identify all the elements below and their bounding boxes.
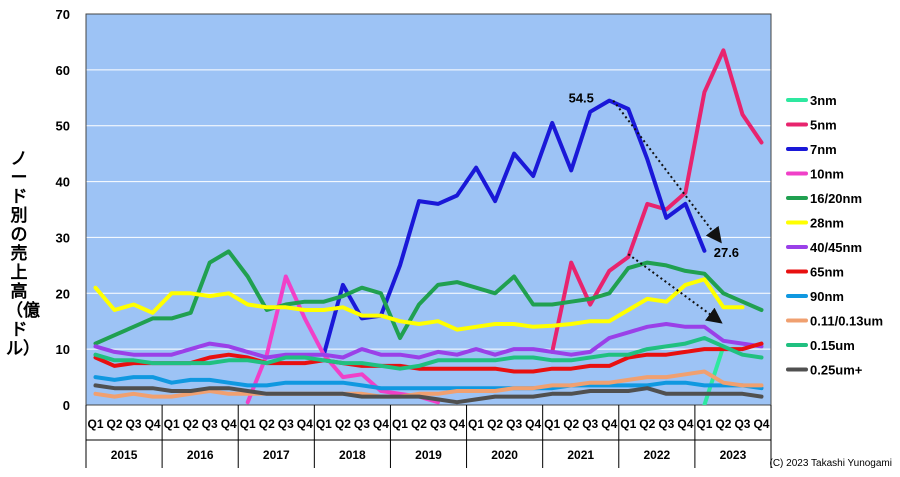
x-tick-label: Q4 [449, 417, 465, 431]
x-tick-label: Q1 [620, 417, 636, 431]
legend-label: 0.25um+ [810, 363, 863, 378]
legend-label: 3nm [810, 93, 837, 108]
series-line-16-20nm [93, 249, 764, 346]
series-line-28nm [93, 277, 745, 332]
legend-label: 90nm [810, 289, 844, 304]
x-tick-label: Q4 [677, 417, 693, 431]
x-tick-label: Q1 [164, 417, 180, 431]
legend-label: 10nm [810, 167, 844, 182]
x-tick-label: Q2 [411, 417, 427, 431]
copyright-text: (C) 2023 Takashi Yunogami [769, 458, 893, 469]
x-tick-label: Q3 [126, 417, 142, 431]
y-tick-label: 10 [56, 342, 70, 357]
x-tick-label: Q2 [715, 417, 731, 431]
x-tick-label: Q1 [544, 417, 560, 431]
x-tick-label: Q1 [316, 417, 332, 431]
x-tick-label: Q3 [278, 417, 294, 431]
y-tick-label: 50 [56, 119, 70, 134]
x-tick-label: Q1 [240, 417, 256, 431]
year-label: 2016 [187, 448, 214, 462]
series-line-40-45nm [93, 322, 764, 360]
x-tick-label: Q3 [582, 417, 598, 431]
x-tick-label: Q3 [430, 417, 446, 431]
y-tick-label: 20 [56, 286, 70, 301]
year-label: 2021 [567, 448, 594, 462]
x-tick-label: Q3 [202, 417, 218, 431]
x-tick-label: Q4 [145, 417, 161, 431]
legend-label: 65nm [810, 265, 844, 280]
x-tick-label: Q2 [259, 417, 275, 431]
series-line-0-25um- [93, 383, 764, 405]
year-label: 2015 [111, 448, 138, 462]
y-tick-label: 0 [63, 398, 70, 413]
series-line-90nm [93, 375, 764, 391]
series-line-7nm [321, 98, 707, 357]
series-line-65nm [93, 341, 764, 374]
x-tick-label: Q4 [221, 417, 237, 431]
series-line-0-15um [93, 336, 764, 371]
x-tick-label: Q1 [696, 417, 712, 431]
legend-label: 5nm [810, 118, 837, 133]
x-tick-label: Q2 [487, 417, 503, 431]
legend-label: 16/20nm [810, 191, 862, 206]
x-tick-label: Q2 [183, 417, 199, 431]
trend-arrow-16-20nm [627, 253, 723, 324]
x-tick-label: Q2 [107, 417, 123, 431]
x-tick-label: Q3 [354, 417, 370, 431]
y-tick-label: 70 [56, 7, 70, 22]
legend-label: 0.15um [810, 338, 855, 353]
x-tick-label: Q2 [639, 417, 655, 431]
year-label: 2023 [720, 448, 747, 462]
plot-border [85, 13, 772, 406]
x-tick-label: Q2 [563, 417, 579, 431]
series-line-0-11-0-13um [93, 369, 764, 399]
x-tick-label: Q4 [297, 417, 313, 431]
y-tick-label: 40 [56, 175, 70, 190]
y-tick-label: 60 [56, 63, 70, 78]
x-tick-label: Q4 [373, 417, 389, 431]
year-label: 2020 [491, 448, 518, 462]
x-tick-label: Q1 [392, 417, 408, 431]
year-label: 2022 [643, 448, 670, 462]
legend-label: 0.11/0.13um [810, 314, 883, 329]
year-label: 2018 [339, 448, 366, 462]
x-tick-label: Q4 [525, 417, 541, 431]
x-tick-label: Q4 [601, 417, 617, 431]
x-tick-label: Q3 [506, 417, 522, 431]
y-tick-label: 30 [56, 230, 70, 245]
trend-arrow-7nm [612, 99, 722, 244]
x-tick-label: Q4 [753, 417, 769, 431]
x-tick-label: Q1 [468, 417, 484, 431]
x-tick-label: Q3 [658, 417, 674, 431]
series-group [93, 48, 764, 405]
annotation-peak: 54.5 [569, 91, 594, 106]
annotation-end: 27.6 [714, 245, 739, 260]
x-tick-label: Q2 [335, 417, 351, 431]
legend-label: 40/45nm [810, 240, 862, 255]
year-label: 2019 [415, 448, 442, 462]
x-tick-label: Q3 [734, 417, 750, 431]
y-axis-label: ノード別の売上高（億ドル） [6, 149, 40, 359]
plot-area [86, 14, 771, 405]
year-label: 2017 [263, 448, 290, 462]
x-tick-label: Q1 [88, 417, 104, 431]
legend-label: 28nm [810, 216, 844, 231]
legend-label: 7nm [810, 142, 837, 157]
